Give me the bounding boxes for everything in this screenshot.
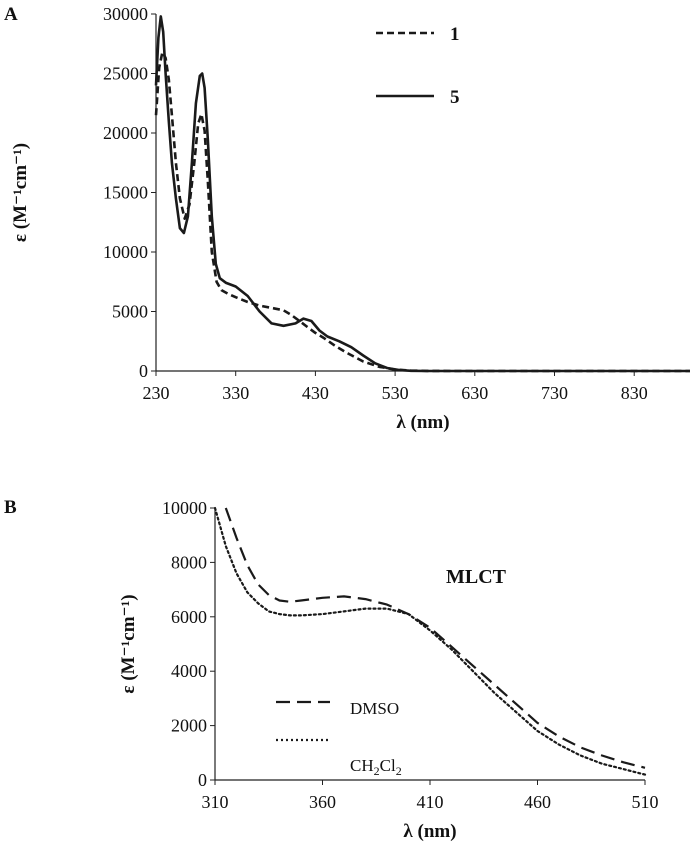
- legend-label-0: DMSO: [350, 699, 399, 718]
- x-axis-label: λ (nm): [403, 821, 456, 842]
- y-tick-label: 2000: [171, 716, 207, 736]
- y-tick-label: 25000: [103, 64, 148, 84]
- x-tick-label: 310: [202, 792, 229, 812]
- x-tick-label: 530: [382, 383, 409, 403]
- series-line-0: [154, 50, 690, 373]
- y-tick-label: 30000: [103, 4, 148, 24]
- legend-text: Cl: [380, 756, 396, 775]
- x-tick-label: 460: [524, 792, 551, 812]
- legend-label-1: CH2Cl2: [350, 756, 402, 778]
- x-tick-label: 630: [461, 383, 488, 403]
- subscript: 2: [374, 764, 380, 778]
- mlct-annotation: MLCT: [446, 566, 507, 588]
- subscript: 2: [396, 764, 402, 778]
- panel-b-chart: 0 2000 4000 6000 8000 10000 310 360 410 460 510 λ (…: [4, 497, 659, 842]
- panel-a-chart: 0 5000 10000 15000 20000 25000 30000 230 330 430 5…: [4, 4, 690, 433]
- y-tick-label: 6000: [171, 607, 207, 627]
- legend-text: DMSO: [350, 699, 399, 718]
- y-axis-label: ε (M⁻¹cm⁻¹): [118, 594, 139, 693]
- legend-text: CH: [350, 756, 374, 775]
- y-tick-label: 15000: [103, 183, 148, 203]
- y-axis-label: ε (M⁻¹cm⁻¹): [10, 143, 31, 242]
- x-tick-label: 410: [417, 792, 444, 812]
- panel-label: B: [4, 497, 17, 518]
- x-axis-label: λ (nm): [396, 412, 449, 433]
- y-tick-label: 0: [139, 361, 148, 381]
- series-line-1: [213, 506, 647, 776]
- x-tick-label: 830: [621, 383, 648, 403]
- x-tick-label: 430: [302, 383, 329, 403]
- x-tick-label: 330: [222, 383, 249, 403]
- y-tick-label: 0: [198, 770, 207, 790]
- x-tick-label: 730: [541, 383, 568, 403]
- y-tick-label: 8000: [171, 552, 207, 572]
- panel-label: A: [4, 4, 18, 25]
- y-tick-label: 5000: [112, 302, 148, 322]
- x-tick-label: 360: [309, 792, 336, 812]
- legend-label-0: 1: [450, 24, 460, 45]
- series-line-1: [154, 15, 690, 373]
- series-line-0: [224, 507, 646, 769]
- y-tick-label: 10000: [103, 242, 148, 262]
- x-tick-label: 230: [143, 383, 170, 403]
- legend-label-1: 5: [450, 87, 460, 108]
- y-tick-label: 20000: [103, 123, 148, 143]
- x-tick-label: 510: [632, 792, 659, 812]
- y-tick-label: 10000: [162, 498, 207, 518]
- y-tick-label: 4000: [171, 661, 207, 681]
